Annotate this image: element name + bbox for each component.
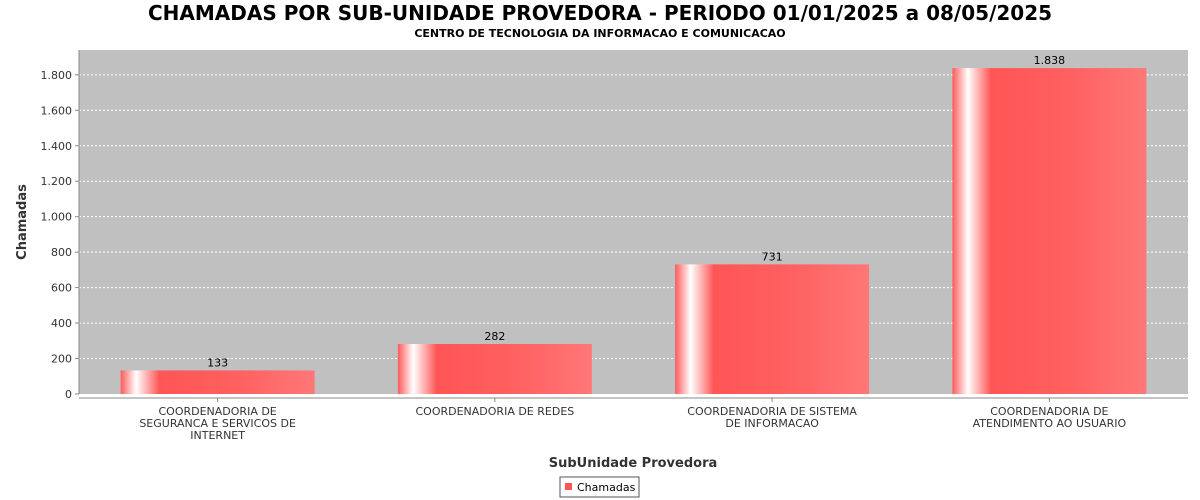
data-label: 133 [207,356,228,369]
data-label: 731 [762,250,783,263]
y-tick-label: 400 [51,317,72,330]
y-axis-ticks: 0 200 400 600 800 1.000 1.200 1.400 1.600 1.800 [41,69,79,401]
x-tick-label: DE INFORMACAO [725,417,819,430]
legend-swatch [565,483,572,490]
y-tick-label: 800 [51,246,72,259]
x-tick-label: INTERNET [190,429,245,442]
y-axis-label: Chamadas [15,184,30,260]
y-tick-label: 1.400 [41,140,73,153]
data-label: 282 [484,330,505,343]
bar [952,68,1147,394]
y-tick-label: 1.000 [41,211,73,224]
bar [397,343,592,394]
x-tick-label: SEGURANCA E SERVICOS DE [139,417,296,430]
x-tick-label: ATENDIMENTO AO USUARIO [973,417,1127,430]
legend: Chamadas [559,476,640,498]
y-tick-label: 200 [51,353,72,366]
y-tick-label: 1.600 [41,104,73,117]
y-tick-label: 1.200 [41,175,73,188]
x-tick-label: COORDENADORIA DE [990,405,1108,418]
data-label: 1.838 [1034,54,1066,67]
y-tick-label: 0 [65,388,72,401]
bar [675,264,870,394]
y-tick-label: 1.800 [41,69,73,82]
legend-box [559,476,640,498]
legend-label: Chamadas [577,481,636,494]
bars: 133 282 731 1.838 [120,54,1147,394]
bar [120,370,315,394]
x-tick-label: COORDENADORIA DE [158,405,276,418]
chart-subtitle: CENTRO DE TECNOLOGIA DA INFORMACAO E COM… [414,27,785,40]
x-tick-label: COORDENADORIA DE REDES [415,405,574,418]
x-tick-label: COORDENADORIA DE SISTEMA [687,405,857,418]
x-axis-label: SubUnidade Provedora [549,456,718,471]
chart-title: CHAMADAS POR SUB-UNIDADE PROVEDORA - PER… [148,1,1052,25]
y-tick-label: 600 [51,282,72,295]
